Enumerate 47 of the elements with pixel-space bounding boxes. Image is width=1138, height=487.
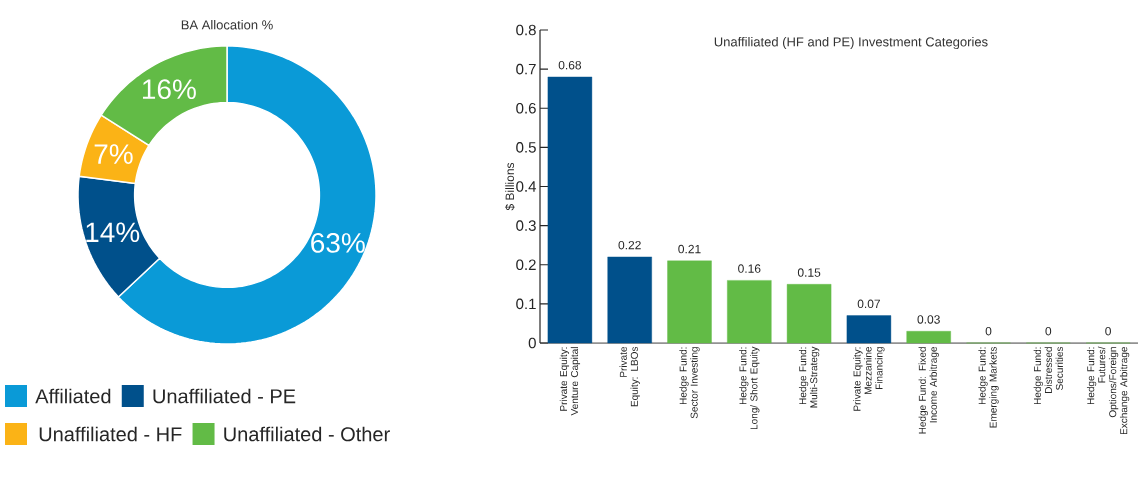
x-tick-label: Private Equity: LBOs [619, 346, 640, 407]
x-tick-label: Hedge Fund: Long/ Short Equity [739, 346, 760, 430]
data-label: 0.15 [797, 268, 821, 277]
y-tick-label: 0.8 [516, 24, 536, 36]
bar [547, 76, 593, 344]
data-label: 63% [311, 233, 365, 253]
bar [786, 284, 832, 344]
x-tick-label: Hedge Fund: Multi-Strategy [798, 346, 820, 408]
y-axis-title: $ Billions [505, 162, 515, 211]
y-tick-label: 0.2 [516, 259, 536, 271]
x-tick-label: Hedge Fund: Sector Investing [679, 347, 700, 419]
data-label: 0 [1045, 326, 1052, 336]
x-tick-label: Private Equity: Venture Capital [559, 347, 581, 416]
y-tick-label: 0.5 [516, 142, 536, 153]
y-tick-label: 0 [528, 337, 536, 349]
x-tick-label: Hedge Fund: Distressed Securities [1033, 346, 1063, 405]
x-tick-label: Hedge Fund: Futures/ Options/Foreign Exchange Arbitrage [1086, 346, 1130, 435]
bar [846, 315, 892, 344]
x-tick-label: Private Equity: Mezzanine Financing [853, 346, 885, 411]
legend-label: Unaffiliated - Other [224, 426, 390, 442]
data-label: 0.16 [738, 264, 761, 273]
y-tick-label: 0.7 [516, 63, 536, 75]
bar [607, 256, 652, 344]
data-label: 14% [86, 222, 140, 243]
chart-title: BA Allocation % [181, 19, 273, 30]
x-tick-label: Hedge Fund: Fixed Income Arbitrage [918, 346, 939, 434]
chart-title: Unaffiliated (HF and PE) Investment Categories [714, 36, 988, 50]
bar [727, 280, 772, 344]
legend-label: Unaffiliated - PE [153, 388, 296, 404]
bar [667, 260, 712, 344]
data-label: 0.07 [857, 299, 880, 309]
legend-label: Unaffiliated - HF [39, 426, 182, 442]
data-label: 0.22 [618, 240, 641, 250]
y-tick-label: 0.4 [516, 181, 537, 192]
y-tick-label: 0.1 [516, 298, 536, 310]
y-tick-label: 0.6 [516, 102, 536, 114]
x-tick-label: Hedge Fund: Emerging Markets [978, 346, 999, 428]
data-label: 0 [1105, 326, 1111, 336]
data-label: 16% [142, 79, 196, 100]
legend-label: Affiliated [35, 388, 111, 404]
data-label: 0.21 [678, 244, 701, 254]
data-label: 0 [985, 326, 992, 336]
data-label: 0.68 [558, 60, 582, 70]
y-tick-label: 0.3 [516, 220, 536, 231]
data-label: 0.03 [917, 315, 940, 324]
data-label: 7% [94, 144, 133, 164]
bar [906, 331, 951, 344]
